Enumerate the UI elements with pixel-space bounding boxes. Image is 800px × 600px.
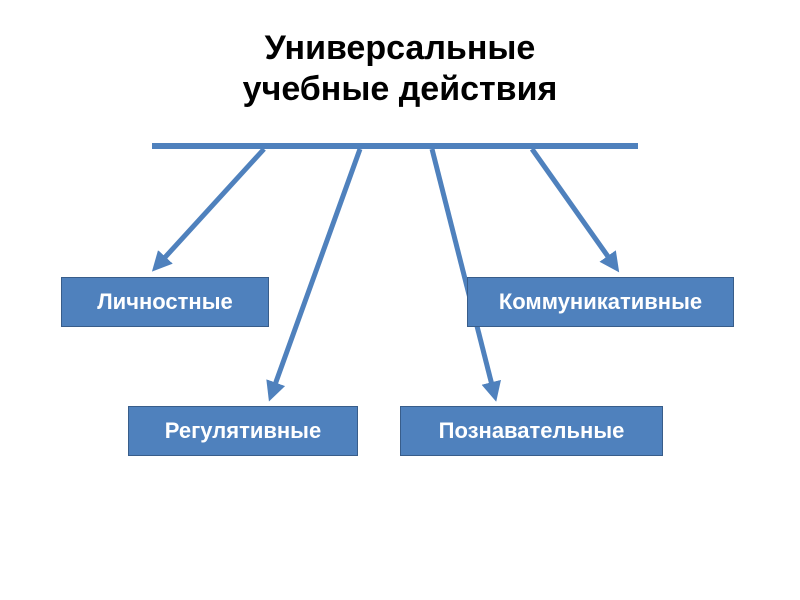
box-regulatory: Регулятивные xyxy=(128,406,358,456)
box-communicative: Коммуникативные xyxy=(467,277,734,327)
box-personal: Личностные xyxy=(61,277,269,327)
title-line-1: Универсальные xyxy=(243,28,558,69)
box-cognitive-label: Познавательные xyxy=(439,418,625,444)
diagram-title: Универсальные учебные действия xyxy=(243,28,558,110)
box-regulatory-label: Регулятивные xyxy=(165,418,321,444)
box-communicative-label: Коммуникативные xyxy=(499,289,702,315)
box-personal-label: Личностные xyxy=(97,289,233,315)
title-underline xyxy=(152,143,638,149)
title-line-2: учебные действия xyxy=(243,69,558,110)
box-cognitive: Познавательные xyxy=(400,406,663,456)
